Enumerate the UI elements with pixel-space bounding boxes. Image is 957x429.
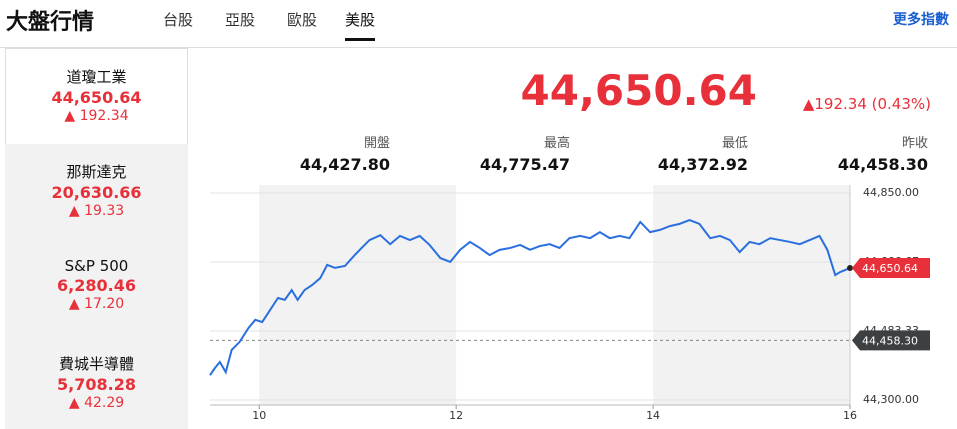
stat-value: 44,458.30: [837, 155, 928, 174]
prev-close-tag-label: 44,458.30: [862, 334, 918, 347]
prev-close-tag: [852, 330, 930, 351]
y-tick-label: 44,850.00: [863, 186, 919, 199]
last-price: 44,650.64: [520, 66, 757, 115]
up-arrow: ▲: [68, 203, 85, 219]
stat-value: 44,427.80: [299, 155, 390, 174]
stat-label: 最高: [543, 136, 570, 151]
last-point: [847, 265, 853, 272]
tab[interactable]: 亞股: [225, 11, 256, 29]
last-price-tag-label: 44,650.64: [862, 262, 918, 275]
change-text: 19.33: [84, 203, 125, 219]
index-change: ▲ 19.33: [5, 203, 188, 219]
stat: 昨收 44,458.30: [778, 132, 928, 174]
tab[interactable]: 美股: [345, 9, 376, 41]
tab[interactable]: 歐股: [287, 11, 318, 29]
x-tick-label: 16: [843, 409, 857, 422]
index-value: 44,650.64: [51, 88, 142, 107]
index-value: 20,630.66: [51, 183, 142, 202]
page-title: 大盤行情: [6, 10, 95, 35]
last-price-tag: [852, 258, 930, 279]
stat: 最低 44,372.92: [598, 132, 748, 174]
price-change: ▲192.34 (0.43%): [803, 95, 931, 113]
stat-value: 44,775.47: [479, 155, 570, 174]
up-arrow: ▲: [802, 95, 815, 113]
change-text: 17.20: [84, 296, 125, 312]
index-name: 道瓊工業: [66, 68, 127, 86]
x-tick-label: 10: [252, 409, 266, 422]
index-change: ▲ 42.29: [5, 395, 188, 411]
tab[interactable]: 台股: [163, 11, 194, 29]
session-band: [259, 185, 457, 405]
index-name: S&P 500: [64, 257, 129, 275]
index-card[interactable]: S&P 500 6,280.46 ▲ 17.20: [5, 240, 188, 337]
stat: 開盤 44,427.80: [240, 132, 390, 174]
stat-label: 開盤: [363, 136, 390, 151]
divider: [0, 47, 957, 48]
x-tick-label: 14: [646, 409, 660, 422]
change-text: 192.34: [79, 108, 129, 124]
stat-label: 最低: [721, 136, 748, 151]
more-link[interactable]: 更多指數: [893, 12, 949, 28]
stat-value: 44,372.92: [657, 155, 748, 174]
y-tick-label: 44,300.00: [863, 393, 919, 406]
index-value: 6,280.46: [57, 276, 136, 295]
up-arrow: ▲: [64, 108, 80, 124]
index-name: 那斯達克: [66, 163, 127, 181]
index-card[interactable]: 費城半導體 5,708.28 ▲ 42.29: [5, 336, 188, 429]
x-tick-label: 12: [449, 409, 463, 422]
stat: 最高 44,775.47: [420, 132, 570, 174]
index-value: 5,708.28: [57, 375, 136, 394]
index-card[interactable]: 那斯達克 20,630.66 ▲ 19.33: [5, 144, 188, 241]
index-change: ▲ 192.34: [6, 108, 187, 124]
up-arrow: ▲: [68, 395, 85, 411]
session-band: [653, 185, 850, 405]
stat-label: 昨收: [901, 136, 928, 151]
change-text: 192.34 (0.43%): [814, 95, 931, 113]
up-arrow: ▲: [68, 296, 85, 312]
index-change: ▲ 17.20: [5, 296, 188, 312]
index-card[interactable]: 道瓊工業 44,650.64 ▲ 192.34: [5, 48, 188, 146]
change-text: 42.29: [84, 395, 125, 411]
price-line: [209, 219, 851, 376]
index-name: 費城半導體: [58, 355, 134, 373]
